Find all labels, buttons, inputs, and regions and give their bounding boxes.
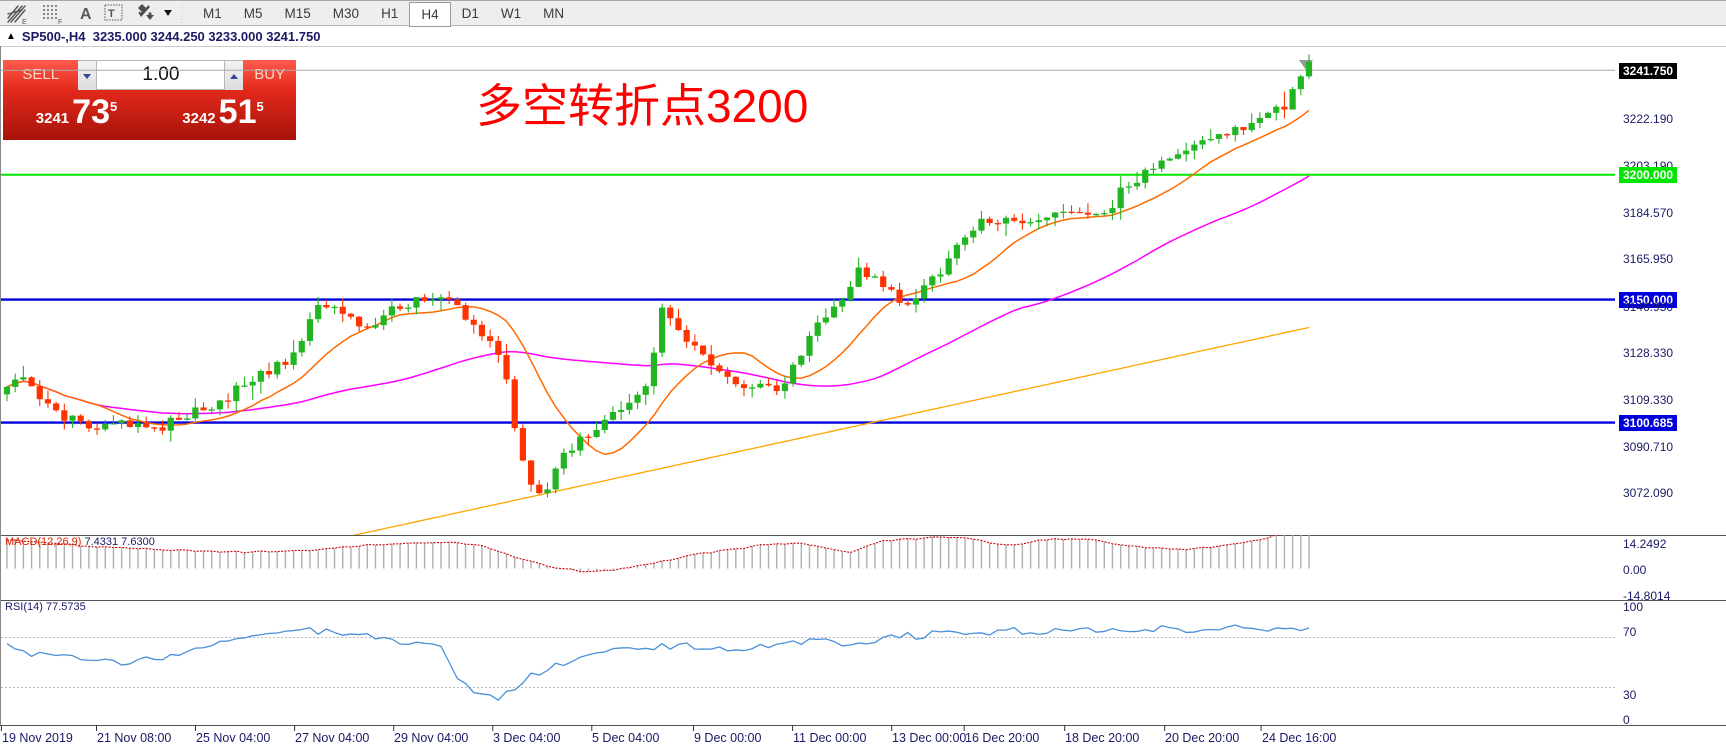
svg-text:E: E <box>22 19 27 26</box>
svg-text:F: F <box>58 19 62 26</box>
svg-text:多空转折点3200: 多空转折点3200 <box>476 80 808 132</box>
svg-text:T: T <box>108 8 115 20</box>
svg-text:A: A <box>80 6 92 23</box>
